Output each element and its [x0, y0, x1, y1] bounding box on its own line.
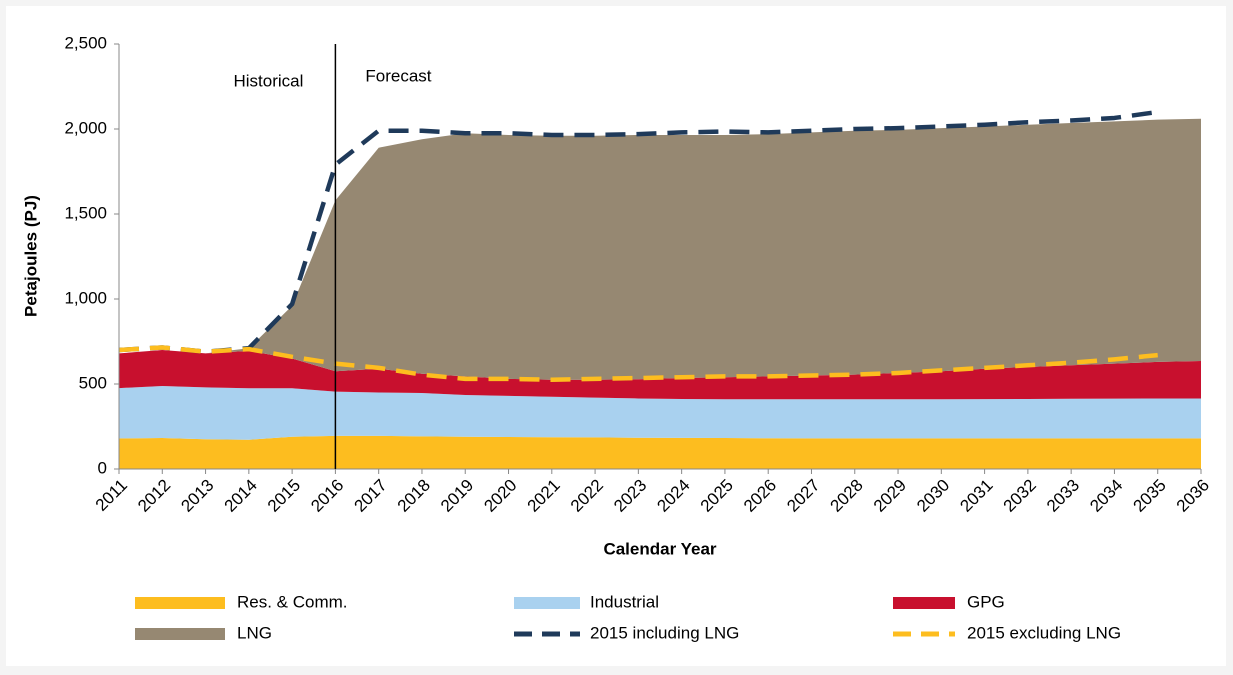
legend-label: 2015 including LNG — [590, 623, 739, 642]
annotation: Forecast — [365, 66, 431, 85]
area — [119, 386, 1201, 440]
legend-swatch — [514, 597, 580, 609]
legend-label: LNG — [237, 623, 272, 642]
legend-swatch — [893, 597, 955, 609]
area — [119, 435, 1201, 469]
y-tick-label: 1,500 — [64, 203, 107, 222]
legend-swatch — [135, 628, 225, 640]
legend-label: Industrial — [590, 592, 659, 611]
annotation: Historical — [233, 71, 303, 90]
legend-label: 2015 excluding LNG — [967, 623, 1121, 642]
legend-label: GPG — [967, 592, 1005, 611]
area — [119, 350, 1201, 400]
legend-swatch — [135, 597, 225, 609]
y-axis-title: Petajoules (PJ) — [21, 195, 40, 317]
legend-label: Res. & Comm. — [237, 592, 348, 611]
dashed-line — [118, 109, 1159, 354]
dashed-line — [118, 345, 1158, 382]
y-tick-label: 1,000 — [64, 288, 107, 307]
y-tick-label: 500 — [79, 373, 107, 392]
x-axis-title: Calendar Year — [603, 539, 716, 558]
area — [119, 118, 1201, 380]
y-tick-label: 0 — [98, 458, 107, 477]
y-tick-label: 2,000 — [64, 118, 107, 137]
y-tick-label: 2,500 — [64, 33, 107, 52]
